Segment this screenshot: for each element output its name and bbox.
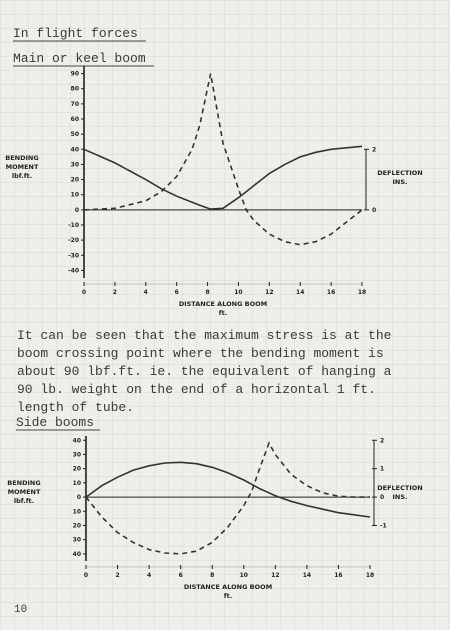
y-tick-label: 80 <box>71 86 79 93</box>
y2-tick-label: 2 <box>372 146 376 153</box>
x-tick-label: 0 <box>82 289 86 296</box>
paragraph-line: about 90 lbf.ft. ie. the equivalent of h… <box>17 364 392 379</box>
y2-axis-label: DEFLECTION <box>377 169 422 177</box>
x-tick-label: 2 <box>113 289 117 296</box>
y-axis-label: MOMENT <box>6 163 39 171</box>
y-tick-label: 40 <box>73 551 81 558</box>
x-tick-label: 2 <box>115 572 119 579</box>
y-tick-label: 60 <box>71 116 79 123</box>
section-heading: Side booms <box>16 415 94 430</box>
page-title: In flight forces <box>13 26 138 41</box>
x-tick-label: 0 <box>84 572 88 579</box>
y-tick-label: 10 <box>73 480 81 487</box>
y-tick-label: 0 <box>77 494 81 501</box>
x-tick-label: 16 <box>327 289 335 296</box>
y-tick-label: 10 <box>73 508 81 515</box>
y-tick-label: 30 <box>73 537 81 544</box>
x-tick-label: 12 <box>265 289 273 296</box>
section-heading: Main or keel boom <box>13 51 146 66</box>
x-tick-label: 12 <box>271 572 279 579</box>
y-tick-label: 30 <box>73 451 81 458</box>
y-axis-label: lbf.ft. <box>14 497 34 505</box>
y-tick-label: 20 <box>73 522 81 529</box>
x-tick-label: 8 <box>205 289 209 296</box>
x-tick-label: 14 <box>303 572 311 579</box>
x-tick-label: 6 <box>175 289 179 296</box>
y-tick-label: 20 <box>73 466 81 473</box>
x-tick-label: 4 <box>144 289 148 296</box>
paragraph-line: boom crossing point where the bending mo… <box>17 346 384 361</box>
x-tick-label: 10 <box>234 289 242 296</box>
y-tick-label: 70 <box>71 101 79 108</box>
x-tick-label: 8 <box>210 572 214 579</box>
y-axis-label: BENDING <box>7 479 40 487</box>
deflection-line <box>83 73 363 246</box>
y2-axis-label: INS. <box>392 493 407 501</box>
x-tick-label: 16 <box>334 572 342 579</box>
x-axis-label: DISTANCE ALONG BOOM <box>184 583 272 591</box>
y2-tick-label: 0 <box>372 207 376 214</box>
y-tick-label: -20 <box>68 237 79 244</box>
y-tick-label: -40 <box>68 267 79 274</box>
bending-moment-line <box>83 145 363 210</box>
y-tick-label: 40 <box>73 437 81 444</box>
y-axis-label: BENDING <box>5 154 38 162</box>
x-tick-label: 18 <box>366 572 374 579</box>
y2-tick-label: 0 <box>380 494 384 501</box>
x-tick-label: 14 <box>296 289 304 296</box>
bending-moment-line <box>85 461 371 518</box>
x-axis-label: DISTANCE ALONG BOOM <box>179 300 267 308</box>
page-number: 10 <box>14 604 27 616</box>
y-tick-label: 0 <box>75 207 79 214</box>
x-tick-label: 6 <box>179 572 183 579</box>
paragraph-line: 90 lb. weight on the end of a horizontal… <box>17 382 376 397</box>
y2-axis-label: INS. <box>392 178 407 186</box>
y-tick-label: 20 <box>71 177 79 184</box>
paragraph-line: length of tube. <box>17 400 134 415</box>
y-tick-label: 30 <box>71 161 79 168</box>
y2-tick-label: 1 <box>380 466 384 473</box>
y-tick-label: 90 <box>71 71 79 78</box>
y-tick-label: -30 <box>68 252 79 259</box>
x-tick-label: 4 <box>147 572 151 579</box>
x-tick-label: 10 <box>240 572 248 579</box>
x-tick-label: 18 <box>358 289 366 296</box>
y-tick-label: 10 <box>71 192 79 199</box>
paragraph-line: It can be seen that the maximum stress i… <box>17 328 391 343</box>
y2-tick-label: -1 <box>380 522 387 529</box>
y-axis-label: MOMENT <box>8 488 41 496</box>
x-axis-label: ft. <box>224 592 232 600</box>
y2-tick-label: 2 <box>380 437 384 444</box>
y-tick-label: 50 <box>71 131 79 138</box>
deflection-line <box>85 441 370 555</box>
x-axis-label: ft. <box>219 309 227 317</box>
y-tick-label: 40 <box>71 146 79 153</box>
y-axis-label: lbf.ft. <box>12 172 32 180</box>
y2-axis-label: DEFLECTION <box>377 484 422 492</box>
y-tick-label: -10 <box>68 222 79 229</box>
